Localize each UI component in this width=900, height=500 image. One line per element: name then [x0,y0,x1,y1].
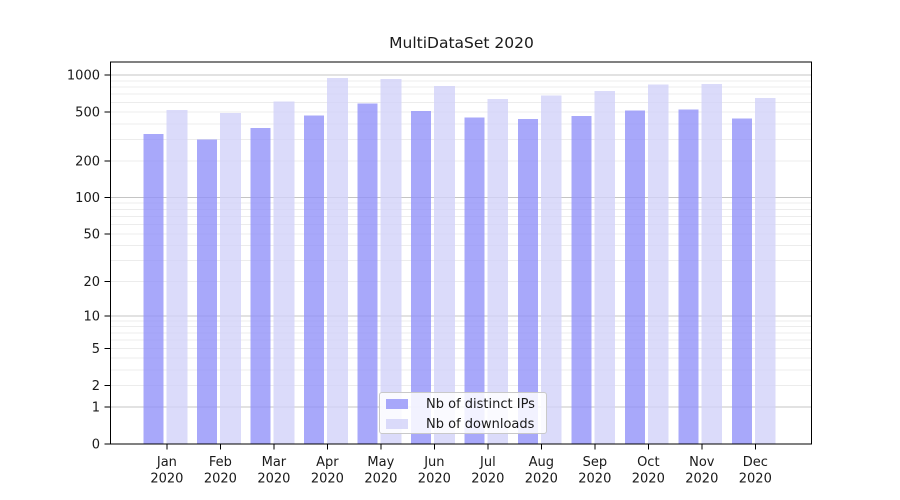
x-tick-label: Feb 2020 [204,455,237,487]
bar-downloads [273,101,295,444]
x-tick-label: Mar 2020 [257,455,290,487]
legend-label: Nb of downloads [426,416,535,432]
bar-downloads [594,90,616,445]
bar-ips [624,110,646,444]
x-tick-label: Sep 2020 [578,455,611,487]
y-tick-label: 1 [92,400,100,415]
bar-downloads [380,79,402,444]
bar-ips [678,109,699,444]
chart-title: MultiDataSet 2020 [389,34,534,52]
x-tick-label: Nov 2020 [685,455,718,487]
y-tick-label: 10 [83,309,100,324]
bar-ips [464,117,485,444]
bar-downloads [648,84,669,444]
bar-downloads [434,85,455,445]
y-tick-label: 2 [92,379,100,394]
bar-ips [143,134,164,444]
bar-downloads [541,95,562,444]
x-tick-label: Oct 2020 [632,455,665,487]
bar-ips [571,116,592,444]
y-tick-label: 50 [83,228,100,243]
x-tick-label: Jan 2020 [150,455,183,487]
bar-downloads [166,110,188,444]
bar-ips [731,118,753,445]
legend-row: Nb of downloads [386,414,546,434]
x-tick-label: May 2020 [364,455,397,487]
x-tick-label: Apr 2020 [311,455,344,487]
legend-swatch [386,419,408,429]
bar-ips [410,111,432,444]
x-tick-label: Jul 2020 [471,455,504,487]
legend-swatch [386,399,408,409]
bar-downloads [220,113,241,444]
bar-ips [250,128,271,444]
legend-row: Nb of distinct IPs [386,394,546,414]
x-tick-label: Jun 2020 [418,455,451,487]
chart-legend: Nb of distinct IPs Nb of downloads [379,392,547,434]
legend-label: Nb of distinct IPs [426,396,535,412]
bar-ips [303,115,325,445]
y-tick-label: 20 [83,275,100,290]
axis-spine [110,61,813,445]
x-tick-label: Dec 2020 [739,455,772,487]
bar-ips [196,139,218,445]
bar-ips [517,118,539,445]
bar-downloads [755,98,776,444]
y-tick-label: 500 [75,106,100,121]
y-tick-label: 5 [92,342,100,357]
bar-downloads [327,77,348,445]
y-tick-label: 100 [75,191,100,206]
bar-downloads [487,99,509,444]
y-tick-label: 0 [92,438,100,453]
bar-ips [357,103,378,445]
x-tick-label: Aug 2020 [525,455,558,487]
bar-downloads [701,84,723,444]
y-tick-label: 1000 [67,69,100,84]
y-tick-label: 200 [75,154,100,169]
